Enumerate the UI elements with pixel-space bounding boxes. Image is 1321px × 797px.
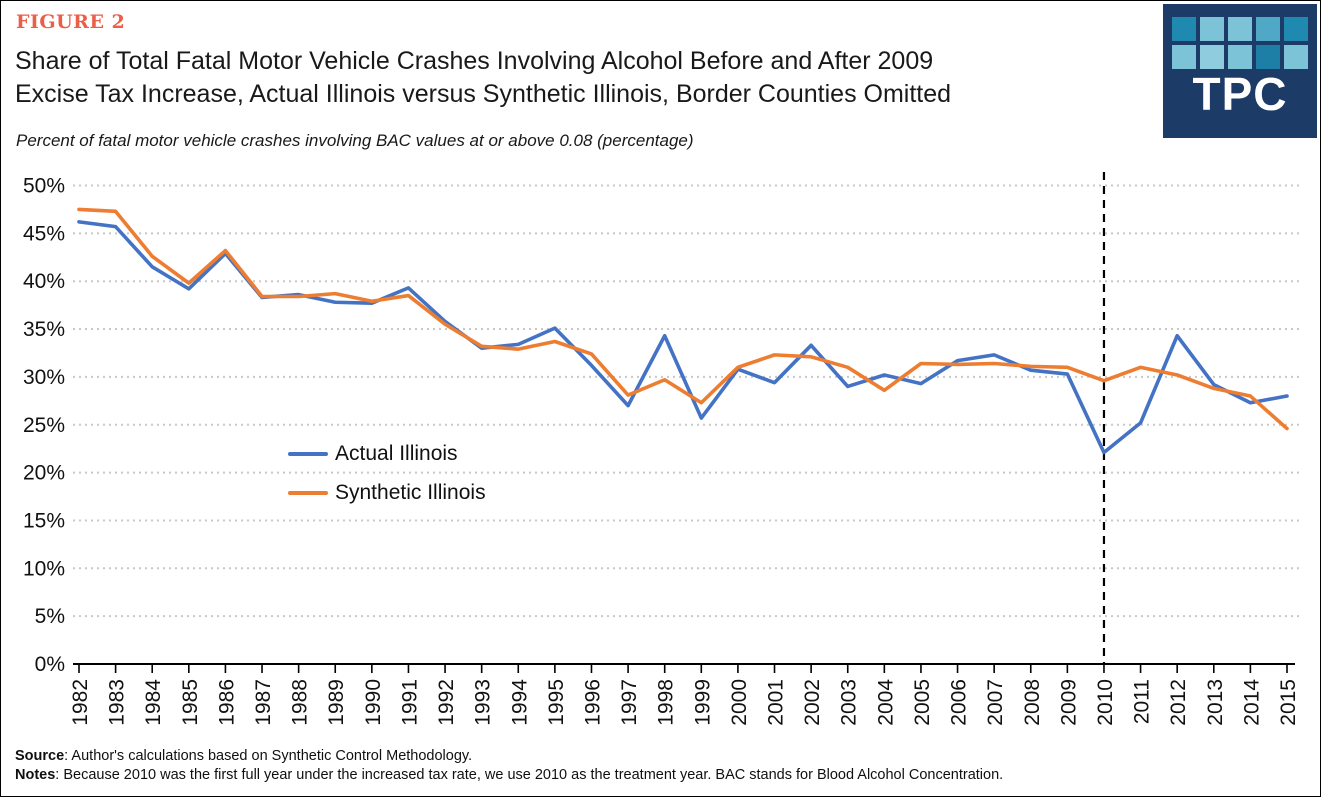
svg-text:1984: 1984 — [142, 679, 165, 726]
logo-square — [1256, 17, 1280, 41]
svg-text:25%: 25% — [23, 414, 65, 437]
source-label: Source — [15, 748, 65, 764]
svg-text:2014: 2014 — [1240, 679, 1263, 726]
chart-legend: Actual Illinois Synthetic Illinois — [288, 437, 486, 515]
legend-label-synthetic-illinois: Synthetic Illinois — [335, 481, 486, 504]
chart-title: Share of Total Fatal Motor Vehicle Crash… — [15, 45, 951, 111]
svg-text:1987: 1987 — [252, 679, 275, 726]
notes-label: Notes — [15, 767, 56, 783]
svg-text:0%: 0% — [35, 653, 65, 676]
tpc-logo: TPC — [1163, 4, 1317, 138]
notes-text: : Because 2010 was the first full year u… — [55, 767, 1004, 783]
svg-text:1995: 1995 — [545, 679, 568, 726]
legend-label-actual-illinois: Actual Illinois — [335, 442, 458, 465]
logo-square — [1228, 17, 1252, 41]
svg-text:35%: 35% — [23, 318, 65, 341]
svg-text:2013: 2013 — [1204, 679, 1227, 726]
svg-text:1990: 1990 — [362, 679, 385, 726]
tpc-logo-text: TPC — [1192, 68, 1288, 120]
legend-item-actual-illinois: Actual Illinois — [288, 437, 486, 471]
figure-label: FIGURE 2 — [16, 11, 126, 33]
svg-text:1998: 1998 — [655, 679, 678, 726]
logo-square — [1284, 45, 1308, 69]
svg-text:1993: 1993 — [472, 679, 495, 726]
svg-text:5%: 5% — [35, 605, 65, 628]
chart-title-line1: Share of Total Fatal Motor Vehicle Crash… — [15, 47, 934, 75]
chart-subtitle: Percent of fatal motor vehicle crashes i… — [16, 131, 694, 150]
svg-text:1997: 1997 — [618, 679, 641, 726]
svg-text:20%: 20% — [23, 462, 65, 485]
svg-text:2003: 2003 — [838, 679, 861, 726]
svg-text:1988: 1988 — [289, 679, 312, 726]
legend-swatch-actual-illinois-icon — [288, 452, 328, 456]
svg-text:1986: 1986 — [215, 679, 238, 726]
tpc-logo-grid-icon — [1163, 4, 1317, 69]
svg-text:15%: 15% — [23, 509, 65, 532]
svg-text:2012: 2012 — [1167, 679, 1190, 726]
notes-note: Notes: Because 2010 was the first full y… — [15, 766, 1003, 785]
svg-text:1982: 1982 — [69, 679, 92, 726]
svg-text:1992: 1992 — [435, 679, 458, 726]
svg-text:2008: 2008 — [1021, 679, 1044, 726]
svg-text:50%: 50% — [23, 175, 65, 198]
svg-text:1991: 1991 — [398, 679, 421, 726]
svg-text:2004: 2004 — [874, 679, 897, 726]
logo-square — [1172, 17, 1196, 41]
legend-swatch-synthetic-illinois-icon — [288, 491, 328, 495]
chart-title-line2: Excise Tax Increase, Actual Illinois ver… — [15, 80, 952, 108]
svg-text:1985: 1985 — [179, 679, 202, 726]
svg-text:2007: 2007 — [984, 679, 1007, 726]
legend-item-synthetic-illinois: Synthetic Illinois — [288, 476, 486, 510]
svg-text:1989: 1989 — [325, 679, 348, 726]
svg-text:1994: 1994 — [508, 679, 531, 726]
svg-text:1983: 1983 — [106, 679, 129, 726]
logo-square — [1284, 17, 1308, 41]
source-text: : Author's calculations based on Synthet… — [64, 748, 473, 764]
svg-text:2006: 2006 — [948, 679, 971, 726]
svg-text:1996: 1996 — [581, 679, 604, 726]
svg-text:2005: 2005 — [911, 679, 934, 726]
svg-text:2001: 2001 — [765, 679, 788, 726]
svg-text:2015: 2015 — [1277, 679, 1300, 726]
svg-text:2000: 2000 — [728, 679, 751, 726]
svg-text:30%: 30% — [23, 366, 65, 389]
logo-square — [1228, 45, 1252, 69]
svg-text:2002: 2002 — [801, 679, 824, 726]
svg-text:10%: 10% — [23, 557, 65, 580]
svg-text:2011: 2011 — [1131, 679, 1154, 724]
logo-square — [1200, 17, 1224, 41]
svg-text:45%: 45% — [23, 222, 65, 245]
svg-text:2010: 2010 — [1094, 679, 1117, 726]
svg-text:2009: 2009 — [1057, 679, 1080, 726]
svg-text:40%: 40% — [23, 270, 65, 293]
svg-text:1999: 1999 — [691, 679, 714, 726]
logo-square — [1256, 45, 1280, 69]
line-chart: 0% 5% 10% 15% 20% 25% 30% 35% 40% 45% 50% 1982 1983 1… — [23, 172, 1300, 726]
source-note: Source: Author's calculations based on S… — [15, 747, 1003, 766]
chart-footer: Source: Author's calculations based on S… — [15, 747, 1003, 785]
logo-square — [1200, 45, 1224, 69]
logo-square — [1172, 45, 1196, 69]
